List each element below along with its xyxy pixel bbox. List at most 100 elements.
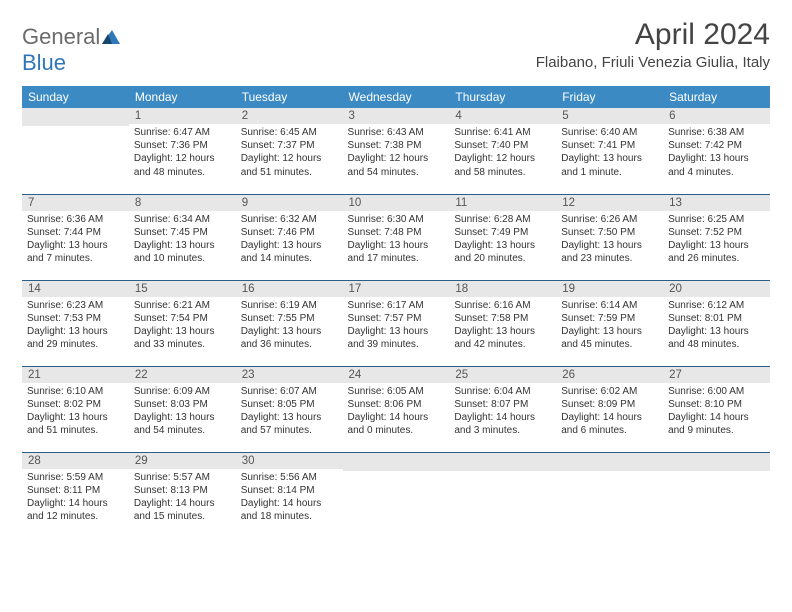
daylight-line1: Daylight: 12 hours xyxy=(348,152,445,165)
sunrise-text: Sunrise: 6:38 AM xyxy=(668,126,765,139)
day-number xyxy=(22,108,129,126)
day-details: Sunrise: 5:57 AMSunset: 8:13 PMDaylight:… xyxy=(129,469,236,526)
sunrise-text: Sunrise: 6:28 AM xyxy=(454,213,551,226)
daylight-line2: and 39 minutes. xyxy=(348,338,445,351)
daylight-line1: Daylight: 12 hours xyxy=(454,152,551,165)
sunset-text: Sunset: 7:49 PM xyxy=(454,226,551,239)
calendar-day-cell: 28Sunrise: 5:59 AMSunset: 8:11 PMDayligh… xyxy=(22,452,129,538)
daylight-line1: Daylight: 14 hours xyxy=(27,497,124,510)
calendar-day-cell xyxy=(22,108,129,194)
daylight-line1: Daylight: 13 hours xyxy=(348,239,445,252)
calendar-day-cell: 27Sunrise: 6:00 AMSunset: 8:10 PMDayligh… xyxy=(663,366,770,452)
calendar-day-cell: 15Sunrise: 6:21 AMSunset: 7:54 PMDayligh… xyxy=(129,280,236,366)
daylight-line2: and 9 minutes. xyxy=(668,424,765,437)
sunrise-text: Sunrise: 6:45 AM xyxy=(241,126,338,139)
calendar-day-cell: 7Sunrise: 6:36 AMSunset: 7:44 PMDaylight… xyxy=(22,194,129,280)
day-number: 4 xyxy=(449,108,556,124)
day-number: 10 xyxy=(343,195,450,211)
day-details: Sunrise: 6:25 AMSunset: 7:52 PMDaylight:… xyxy=(663,211,770,268)
sunrise-text: Sunrise: 6:36 AM xyxy=(27,213,124,226)
day-number: 18 xyxy=(449,281,556,297)
logo-sail-icon xyxy=(102,28,122,49)
calendar-day-cell xyxy=(343,452,450,538)
calendar-day-cell: 23Sunrise: 6:07 AMSunset: 8:05 PMDayligh… xyxy=(236,366,343,452)
day-details: Sunrise: 6:04 AMSunset: 8:07 PMDaylight:… xyxy=(449,383,556,440)
sunset-text: Sunset: 7:50 PM xyxy=(561,226,658,239)
day-number: 26 xyxy=(556,367,663,383)
sunset-text: Sunset: 8:01 PM xyxy=(668,312,765,325)
day-number xyxy=(556,453,663,471)
location-label: Flaibano, Friuli Venezia Giulia, Italy xyxy=(536,54,770,71)
day-number: 27 xyxy=(663,367,770,383)
day-details: Sunrise: 6:30 AMSunset: 7:48 PMDaylight:… xyxy=(343,211,450,268)
sunrise-text: Sunrise: 6:17 AM xyxy=(348,299,445,312)
sunrise-text: Sunrise: 6:02 AM xyxy=(561,385,658,398)
calendar-day-cell: 10Sunrise: 6:30 AMSunset: 7:48 PMDayligh… xyxy=(343,194,450,280)
day-number xyxy=(343,453,450,471)
weekday-header: Saturday xyxy=(663,86,770,108)
day-number: 25 xyxy=(449,367,556,383)
month-title: April 2024 xyxy=(536,18,770,52)
daylight-line2: and 15 minutes. xyxy=(134,510,231,523)
calendar-day-cell: 4Sunrise: 6:41 AMSunset: 7:40 PMDaylight… xyxy=(449,108,556,194)
sunrise-text: Sunrise: 6:12 AM xyxy=(668,299,765,312)
day-number: 5 xyxy=(556,108,663,124)
day-number: 6 xyxy=(663,108,770,124)
sunset-text: Sunset: 7:48 PM xyxy=(348,226,445,239)
sunset-text: Sunset: 8:10 PM xyxy=(668,398,765,411)
daylight-line2: and 48 minutes. xyxy=(134,166,231,179)
sunset-text: Sunset: 7:54 PM xyxy=(134,312,231,325)
header: General Blue April 2024 Flaibano, Friuli… xyxy=(22,18,770,76)
calendar-day-cell: 18Sunrise: 6:16 AMSunset: 7:58 PMDayligh… xyxy=(449,280,556,366)
daylight-line1: Daylight: 13 hours xyxy=(561,239,658,252)
day-details: Sunrise: 6:32 AMSunset: 7:46 PMDaylight:… xyxy=(236,211,343,268)
sunrise-text: Sunrise: 6:10 AM xyxy=(27,385,124,398)
sunrise-text: Sunrise: 6:41 AM xyxy=(454,126,551,139)
day-details: Sunrise: 6:28 AMSunset: 7:49 PMDaylight:… xyxy=(449,211,556,268)
sunset-text: Sunset: 8:13 PM xyxy=(134,484,231,497)
sunrise-text: Sunrise: 6:40 AM xyxy=(561,126,658,139)
day-number: 22 xyxy=(129,367,236,383)
daylight-line1: Daylight: 14 hours xyxy=(454,411,551,424)
day-number: 8 xyxy=(129,195,236,211)
weekday-header: Thursday xyxy=(449,86,556,108)
sunset-text: Sunset: 8:05 PM xyxy=(241,398,338,411)
day-number: 13 xyxy=(663,195,770,211)
day-number: 14 xyxy=(22,281,129,297)
sunrise-text: Sunrise: 6:05 AM xyxy=(348,385,445,398)
daylight-line1: Daylight: 13 hours xyxy=(454,239,551,252)
sunrise-text: Sunrise: 6:47 AM xyxy=(134,126,231,139)
day-number: 11 xyxy=(449,195,556,211)
sunset-text: Sunset: 8:06 PM xyxy=(348,398,445,411)
day-details: Sunrise: 6:07 AMSunset: 8:05 PMDaylight:… xyxy=(236,383,343,440)
sunset-text: Sunset: 7:36 PM xyxy=(134,139,231,152)
daylight-line2: and 58 minutes. xyxy=(454,166,551,179)
calendar-week-row: 7Sunrise: 6:36 AMSunset: 7:44 PMDaylight… xyxy=(22,194,770,280)
sunrise-text: Sunrise: 6:25 AM xyxy=(668,213,765,226)
day-details: Sunrise: 6:19 AMSunset: 7:55 PMDaylight:… xyxy=(236,297,343,354)
sunset-text: Sunset: 7:57 PM xyxy=(348,312,445,325)
day-details: Sunrise: 6:38 AMSunset: 7:42 PMDaylight:… xyxy=(663,124,770,181)
day-details: Sunrise: 6:02 AMSunset: 8:09 PMDaylight:… xyxy=(556,383,663,440)
sunrise-text: Sunrise: 6:26 AM xyxy=(561,213,658,226)
daylight-line1: Daylight: 13 hours xyxy=(668,239,765,252)
daylight-line2: and 45 minutes. xyxy=(561,338,658,351)
daylight-line1: Daylight: 13 hours xyxy=(27,239,124,252)
day-details: Sunrise: 6:34 AMSunset: 7:45 PMDaylight:… xyxy=(129,211,236,268)
sunrise-text: Sunrise: 6:16 AM xyxy=(454,299,551,312)
day-details: Sunrise: 6:05 AMSunset: 8:06 PMDaylight:… xyxy=(343,383,450,440)
sunset-text: Sunset: 7:53 PM xyxy=(27,312,124,325)
logo: General Blue xyxy=(22,24,122,76)
calendar-day-cell xyxy=(663,452,770,538)
calendar-day-cell xyxy=(556,452,663,538)
day-details: Sunrise: 6:00 AMSunset: 8:10 PMDaylight:… xyxy=(663,383,770,440)
calendar-day-cell: 14Sunrise: 6:23 AMSunset: 7:53 PMDayligh… xyxy=(22,280,129,366)
daylight-line2: and 18 minutes. xyxy=(241,510,338,523)
day-number: 2 xyxy=(236,108,343,124)
daylight-line2: and 54 minutes. xyxy=(134,424,231,437)
daylight-line2: and 6 minutes. xyxy=(561,424,658,437)
calendar-day-cell: 29Sunrise: 5:57 AMSunset: 8:13 PMDayligh… xyxy=(129,452,236,538)
daylight-line2: and 26 minutes. xyxy=(668,252,765,265)
daylight-line1: Daylight: 13 hours xyxy=(668,152,765,165)
day-number: 20 xyxy=(663,281,770,297)
